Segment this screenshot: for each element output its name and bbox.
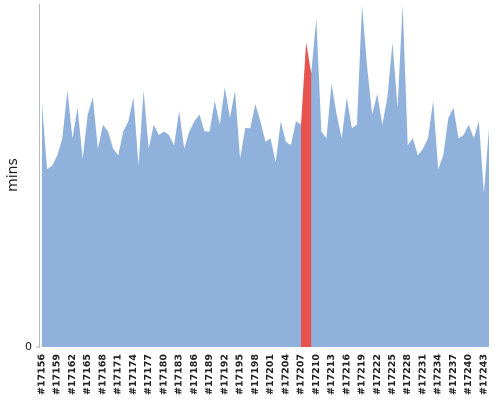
x-tick-label: #17225 (387, 354, 398, 395)
x-tick-label: #17159 (52, 354, 63, 395)
x-tick-label: #17177 (143, 354, 154, 395)
x-tick-label: #17204 (280, 354, 291, 395)
x-tick-label: #17207 (296, 354, 307, 395)
x-tick-label: #17228 (402, 354, 413, 395)
x-tick-label: #17210 (311, 354, 322, 395)
x-tick-label: #17195 (235, 354, 246, 395)
x-tick-label: #17213 (326, 354, 337, 395)
x-tick-label: #17201 (265, 354, 276, 395)
x-tick-label: #17219 (357, 354, 368, 395)
x-tick-label: #17237 (448, 354, 459, 395)
x-tick-label: #17183 (174, 354, 185, 395)
x-tick-label: #17162 (67, 354, 78, 395)
x-tick-label: #17216 (341, 354, 352, 395)
x-tick-label: #17171 (113, 354, 124, 395)
area (42, 5, 489, 347)
x-tick-label: #17156 (37, 354, 48, 395)
x-tick-label: #17222 (372, 354, 383, 395)
x-tick-label: #17186 (189, 354, 200, 395)
x-tick-label: #17174 (128, 354, 139, 395)
y-axis-label: mins (5, 158, 21, 192)
x-tick-label: #17168 (97, 354, 108, 395)
x-tick-label: #17240 (463, 354, 474, 395)
x-tick-label: #17231 (417, 354, 428, 395)
x-tick-label: #17189 (204, 354, 215, 395)
highlight-area (301, 42, 312, 348)
x-tick-label: #17192 (219, 354, 230, 395)
x-tick-label: #17165 (82, 354, 93, 395)
x-tick-label: #17180 (158, 354, 169, 395)
x-tick-label: #17234 (433, 354, 444, 395)
x-tick-label: #17243 (478, 354, 489, 395)
y-tick-label: 0 (25, 340, 32, 353)
x-tick-label: #17198 (250, 354, 261, 395)
